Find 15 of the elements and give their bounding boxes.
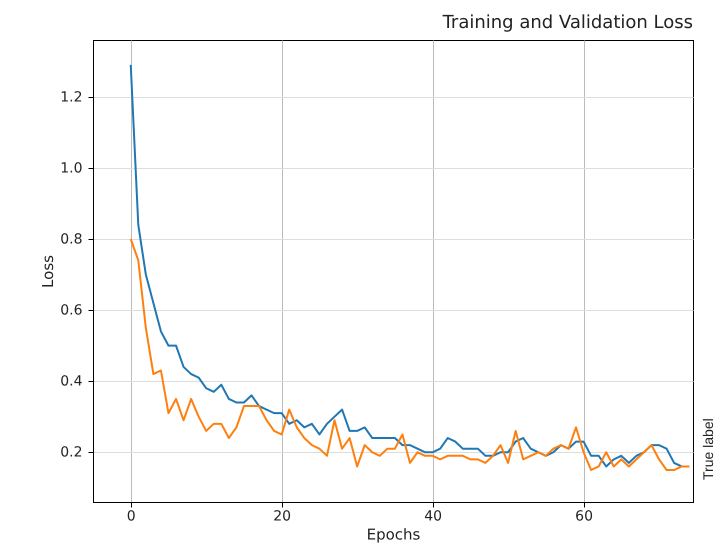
x-tick-label: 40 xyxy=(424,508,442,524)
text: True label xyxy=(700,418,716,480)
y-axis-title: Loss xyxy=(39,254,58,288)
y-tick-label: 1.2 xyxy=(60,89,82,106)
x-tick-label: 20 xyxy=(273,508,292,524)
x-tick-label: 60 xyxy=(575,508,593,524)
line-series xyxy=(130,238,690,472)
y-tick-label: 0.6 xyxy=(60,302,83,319)
y-tick-label: 0.2 xyxy=(60,444,82,461)
chart-title: Training and Validation Loss xyxy=(442,12,693,33)
y-tick-label: 0.4 xyxy=(60,374,83,390)
x-tick-label: 0 xyxy=(126,508,136,524)
y-tick-label: 0.8 xyxy=(60,232,82,248)
y-tick-label: 1.0 xyxy=(60,160,82,176)
x-axis-title: Epochs xyxy=(366,526,421,544)
